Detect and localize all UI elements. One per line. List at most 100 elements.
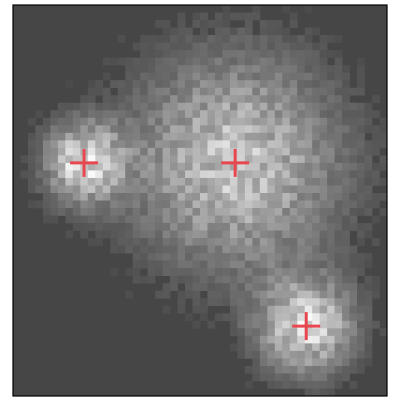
pixel — [252, 65, 261, 73]
pixel — [155, 87, 163, 96]
pixel — [42, 170, 51, 179]
pixel — [297, 358, 306, 367]
pixel — [334, 57, 343, 66]
pixel — [267, 27, 276, 36]
pixel — [342, 215, 350, 224]
pixel — [244, 12, 253, 21]
pixel — [80, 200, 89, 209]
pixel — [372, 200, 380, 209]
pixel — [312, 350, 320, 359]
pixel — [147, 223, 156, 231]
pixel — [50, 132, 59, 141]
pixel — [304, 95, 313, 104]
pixel — [357, 313, 365, 322]
pixel — [304, 155, 313, 164]
pixel — [185, 185, 193, 194]
pixel — [282, 57, 291, 66]
pixel — [132, 72, 141, 81]
pixel — [177, 275, 186, 284]
pixel — [222, 87, 231, 96]
pixel — [229, 50, 238, 58]
pixel — [372, 95, 380, 104]
pixel — [364, 298, 373, 307]
pixel — [349, 125, 358, 134]
pixel — [364, 350, 373, 359]
pixel — [259, 290, 268, 299]
pixel — [170, 72, 178, 81]
pixel — [87, 147, 96, 156]
pixel — [229, 215, 238, 224]
pixel — [237, 298, 246, 307]
pixel — [214, 155, 223, 164]
pixel — [342, 223, 350, 231]
pixel — [289, 65, 298, 73]
pixel — [304, 238, 313, 246]
pixel — [364, 230, 373, 239]
pixel — [252, 223, 261, 231]
pixel — [364, 223, 373, 231]
pixel — [155, 260, 163, 269]
pixel — [42, 200, 51, 209]
pixel — [155, 268, 163, 276]
pixel — [170, 27, 178, 36]
pixel — [259, 223, 268, 231]
pixel — [319, 200, 328, 209]
pixel — [95, 87, 104, 96]
pixel — [147, 260, 156, 269]
pixel — [267, 200, 276, 209]
pixel — [312, 268, 320, 276]
pixel — [140, 140, 148, 149]
pixel — [252, 238, 261, 246]
pixel — [334, 208, 343, 216]
pixel — [237, 27, 246, 36]
pixel — [140, 80, 148, 89]
pixel — [229, 305, 238, 314]
pixel — [259, 358, 268, 367]
pixel — [312, 65, 320, 73]
pixel — [125, 177, 133, 186]
pixel — [35, 170, 44, 179]
pixel — [312, 298, 320, 307]
pixel — [207, 253, 216, 261]
pixel — [319, 208, 328, 216]
pixel — [102, 192, 111, 201]
pixel — [327, 155, 335, 164]
pixel — [140, 192, 148, 201]
pixel — [312, 110, 320, 119]
pixel — [274, 283, 283, 292]
pixel — [244, 328, 253, 337]
pixel — [244, 215, 253, 224]
pixel — [192, 260, 201, 269]
pixel — [177, 223, 186, 231]
pixel — [259, 320, 268, 329]
pixel — [244, 117, 253, 126]
pixel — [297, 215, 306, 224]
pixel — [162, 155, 171, 164]
pixel — [185, 102, 193, 111]
pixel — [289, 72, 298, 81]
pixel — [319, 388, 328, 397]
pixel — [162, 283, 171, 292]
pixel — [229, 223, 238, 231]
pixel — [72, 155, 81, 164]
pixel — [304, 35, 313, 43]
pixel — [117, 230, 126, 239]
pixel — [200, 132, 208, 141]
pixel — [289, 335, 298, 344]
pixel — [155, 170, 163, 179]
pixel — [222, 290, 231, 299]
pixel — [35, 155, 44, 164]
pixel — [252, 328, 261, 337]
pixel — [267, 117, 276, 126]
pixel — [87, 238, 96, 246]
pixel — [185, 230, 193, 239]
pixel — [57, 132, 66, 141]
pixel — [319, 140, 328, 149]
pixel — [125, 268, 133, 276]
pixel — [147, 117, 156, 126]
pixel — [357, 147, 365, 156]
pixel — [244, 208, 253, 216]
pixel — [282, 170, 291, 179]
pixel — [267, 313, 276, 322]
pixel — [177, 290, 186, 299]
